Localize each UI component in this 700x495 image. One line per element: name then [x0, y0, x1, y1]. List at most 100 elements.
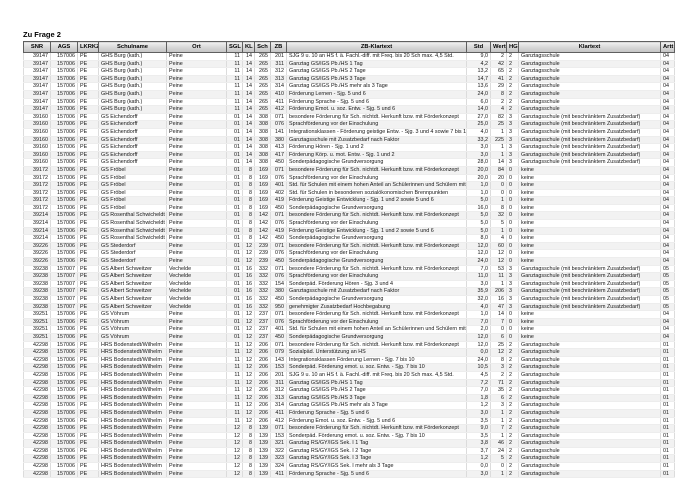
- cell-hgt: 0: [506, 318, 519, 327]
- cell-hgt: 2: [506, 371, 519, 380]
- cell-zb_klartext: Ganztag GS/IGS Pb./HS 1 Tag: [286, 379, 467, 388]
- table-row: 42298 157006 PE HRS Bodenstedt/Wilhelm Peine…: [23, 470, 675, 479]
- cell-snr: 42298: [23, 439, 51, 448]
- cell-sgl: 01: [226, 143, 243, 152]
- cell-sgl: 11: [226, 67, 243, 76]
- cell-artt: 04: [660, 120, 675, 129]
- cell-ags: 157006: [50, 432, 78, 441]
- cell-artt: 01: [660, 432, 675, 441]
- header-cell-snr: SNR: [23, 41, 51, 53]
- cell-schulname: GS Fröbel: [98, 166, 167, 175]
- cell-ags: 157006: [50, 143, 78, 152]
- cell-zb_klartext: besondere Förderung für Sch. nichtdt. He…: [286, 211, 467, 221]
- cell-klartext: Ganztagsschule (mit beschränktem Zusatzb…: [518, 120, 661, 129]
- cell-std: 7,0: [466, 265, 491, 274]
- cell-kl: 14: [242, 60, 255, 69]
- page-title: Zu Frage 2: [23, 30, 61, 39]
- cell-std: 28,0: [466, 158, 491, 167]
- cell-lkrkz: PE: [77, 67, 99, 76]
- cell-sgl: 01: [226, 318, 243, 327]
- cell-std: 1,8: [466, 394, 491, 403]
- table-row: 42298 157006 PE HRS Bodenstedt/Wilhelm Peine…: [23, 401, 675, 410]
- cell-sch: 265: [254, 60, 271, 69]
- cell-std: 3,0: [466, 409, 491, 418]
- header-cell-hgt: HGT: [506, 41, 519, 53]
- table-row: 39172 157006 PE GS Fröbel Peine 01 8 169 450 Sond…: [23, 204, 675, 213]
- cell-wert: 206: [490, 287, 507, 296]
- cell-klartext: Ganztagsschule (mit beschränktem Zusatzb…: [518, 158, 661, 167]
- cell-schulname: GS Albert Schweitzer: [98, 287, 167, 296]
- cell-kl: 12: [242, 417, 255, 426]
- cell-kl: 8: [242, 470, 255, 479]
- cell-ags: 157006: [50, 174, 78, 183]
- cell-snr: 39160: [23, 158, 51, 167]
- table-row: 39251 157006 PE GS Vöhrum Peine 01 12 237 076 Spr…: [23, 318, 675, 327]
- cell-kl: 14: [242, 75, 255, 84]
- cell-kl: 12: [242, 386, 255, 395]
- cell-lkrkz: PE: [77, 280, 99, 289]
- cell-klartext: keine: [518, 189, 661, 198]
- cell-lkrkz: PE: [77, 379, 99, 388]
- cell-ort: Peine: [166, 409, 227, 418]
- cell-sch: 169: [254, 181, 271, 190]
- cell-zb: 313: [270, 394, 287, 403]
- cell-zb_klartext: SJG 9 u. 10 an HS f. ä. Fachl.-diff. mit…: [286, 52, 467, 61]
- cell-wert: 14: [490, 158, 507, 167]
- cell-sch: 206: [254, 417, 271, 426]
- cell-ort: Peine: [166, 341, 227, 350]
- cell-kl: 8: [242, 211, 255, 221]
- cell-klartext: Ganztagsschule: [518, 417, 661, 426]
- cell-ags: 157006: [50, 439, 78, 448]
- cell-schulname: HRS Bodenstedt/Wilhelm: [98, 371, 167, 380]
- cell-sgl: 01: [226, 227, 243, 236]
- cell-schulname: GS Rosenthal Schwicheldt: [98, 211, 167, 221]
- cell-klartext: Ganztagsschule (mit beschränktem Zusatzb…: [518, 295, 661, 304]
- cell-artt: 04: [660, 75, 675, 84]
- cell-kl: 8: [242, 174, 255, 183]
- table-row: 39226 157006 PE GS Stederdorf Peine 01 12 239 07…: [23, 249, 675, 259]
- cell-schulname: HRS Bodenstedt/Wilhelm: [98, 379, 167, 388]
- cell-klartext: keine: [518, 310, 661, 319]
- table-row: 39160 157006 PE GS Eichendorff Peine 01 14 308 0…: [23, 113, 675, 122]
- cell-zb_klartext: Sozialpäd. Unterstützung an HS: [286, 348, 467, 357]
- cell-lkrkz: PE: [77, 227, 99, 236]
- cell-zb: 410: [270, 90, 287, 99]
- cell-schulname: GS Stederdorf: [98, 257, 167, 266]
- table-row: 42298 157006 PE HRS Bodenstedt/Wilhelm Peine…: [23, 424, 675, 433]
- cell-hgt: 3: [506, 120, 519, 129]
- cell-hgt: 2: [506, 348, 519, 357]
- cell-lkrkz: PE: [77, 371, 99, 380]
- cell-snr: 39172: [23, 174, 51, 183]
- cell-kl: 8: [242, 432, 255, 441]
- cell-sch: 206: [254, 379, 271, 388]
- cell-wert: 25: [490, 341, 507, 350]
- cell-sch: 139: [254, 447, 271, 456]
- cell-zb: 311: [270, 379, 287, 388]
- cell-wert: 1: [490, 409, 507, 418]
- table-row: 42298 157006 PE HRS Bodenstedt/Wilhelm Peine…: [23, 386, 675, 395]
- cell-zb_klartext: Sonderpädagogische Grundversorgung: [286, 158, 467, 167]
- cell-kl: 8: [242, 219, 255, 228]
- cell-schulname: HRS Bodenstedt/Wilhelm: [98, 341, 167, 350]
- cell-std: 3,0: [466, 143, 491, 152]
- cell-std: 7,2: [466, 379, 491, 388]
- cell-zb: 076: [270, 219, 287, 228]
- cell-sch: 332: [254, 280, 271, 289]
- cell-zb: 071: [270, 265, 287, 274]
- table-row: 42298 157006 PE HRS Bodenstedt/Wilhelm Peine…: [23, 462, 675, 471]
- cell-wert: 6: [490, 394, 507, 403]
- cell-snr: 42298: [23, 386, 51, 395]
- cell-ags: 157006: [50, 454, 78, 464]
- header-cell-sgl: SGL: [226, 41, 243, 53]
- table-row: 39172 157006 PE GS Fröbel Peine 01 8 169 401 Std.…: [23, 181, 675, 190]
- cell-artt: 04: [660, 136, 675, 145]
- cell-std: 5,0: [466, 211, 491, 221]
- cell-artt: 04: [660, 249, 675, 259]
- cell-lkrkz: PE: [77, 211, 99, 221]
- cell-artt: 04: [660, 67, 675, 76]
- cell-kl: 16: [242, 295, 255, 304]
- cell-sch: 206: [254, 386, 271, 395]
- cell-lkrkz: PE: [77, 333, 99, 342]
- cell-sch: 332: [254, 295, 271, 304]
- cell-kl: 14: [242, 67, 255, 76]
